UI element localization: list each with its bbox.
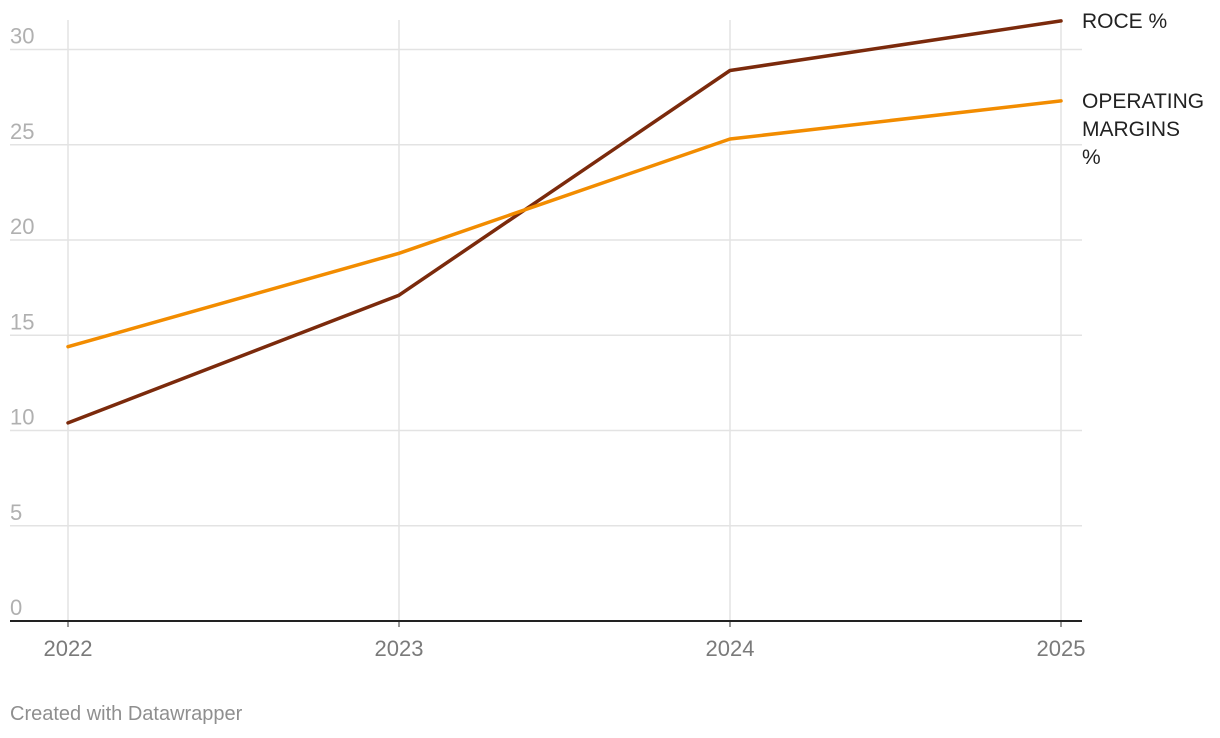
series-label-0: ROCE %	[1082, 10, 1167, 33]
y-tick-label: 15	[10, 309, 34, 334]
credit-text: Created with Datawrapper	[10, 703, 243, 725]
x-tick-label: 2025	[1037, 636, 1086, 661]
series-line-0	[66, 19, 1063, 425]
x-tick-label: 2024	[706, 636, 755, 661]
series-labels: ROCE % OPERATING MARGINS%	[1082, 10, 1204, 169]
y-tick-label: 20	[10, 214, 34, 239]
y-tick-label: 0	[10, 595, 22, 620]
y-tick-label: 5	[10, 500, 22, 525]
gridlines	[10, 20, 1082, 621]
x-tick-label: 2023	[375, 636, 424, 661]
series-line-1	[66, 99, 1063, 349]
y-axis-labels: 0 5 10 15 20 25 30	[10, 24, 34, 621]
x-axis: 2022 2023 2024 2025	[10, 620, 1086, 661]
y-tick-label: 25	[10, 119, 34, 144]
x-tick-label: 2022	[44, 636, 93, 661]
series-lines	[66, 19, 1063, 425]
y-tick-label: 30	[10, 24, 34, 49]
series-label-1: OPERATING MARGINS%	[1082, 90, 1204, 169]
y-tick-label: 10	[10, 405, 34, 430]
